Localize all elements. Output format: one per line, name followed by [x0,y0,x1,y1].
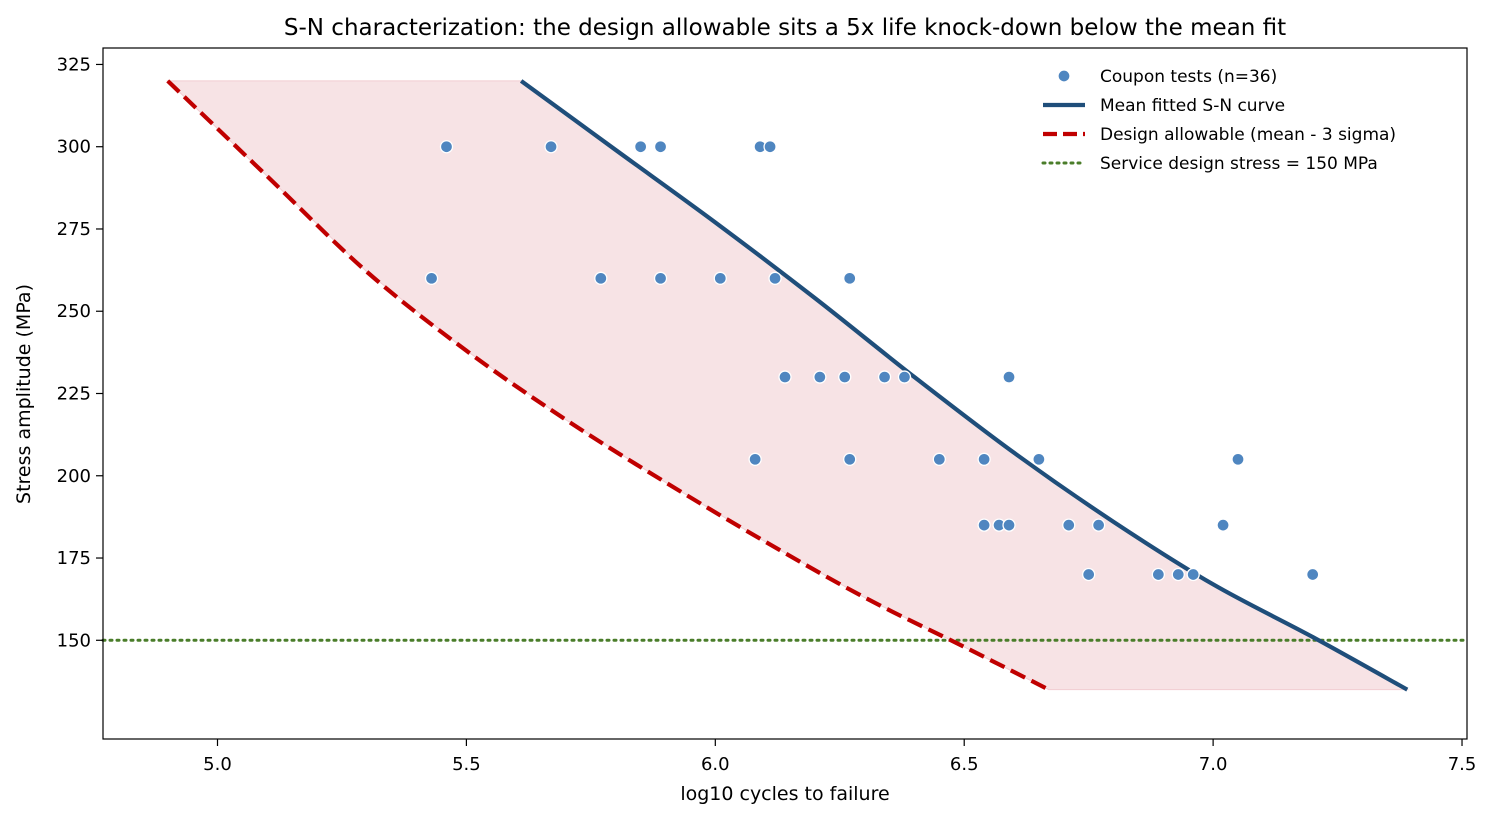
y-tick-label: 175 [57,548,91,569]
x-tick-label: 6.5 [950,754,979,775]
coupon-test-point [813,370,827,384]
coupon-test-point [1002,370,1016,384]
coupon-test-point [439,140,454,154]
coupon-test-point [838,370,852,384]
x-tick-label: 7.0 [1199,754,1228,775]
coupon-test-point [1306,567,1320,582]
y-tick-label: 275 [57,219,91,240]
design-allowable-curve [166,79,1050,692]
legend-label: Design allowable (mean - 3 sigma) [1100,125,1396,145]
y-tick-label: 300 [57,137,91,158]
coupon-test-point [1216,518,1230,532]
coupon-test-point [1171,567,1185,582]
legend-label: Coupon tests (n=36) [1100,67,1277,87]
coupon-test-point [653,271,668,285]
coupon-test-point [1151,567,1166,582]
coupon-test-point [1091,518,1106,532]
x-axis: 5.0 5.5 6.0 6.5 7.0 7.5 [203,739,1476,775]
y-tick-label: 225 [57,384,91,405]
y-tick-label: 200 [57,466,91,487]
coupon-test-point [897,370,912,384]
coupon-test-point [768,271,782,285]
coupon-test-point [594,271,608,285]
coupon-test-point [1062,518,1076,532]
y-tick-label: 250 [57,301,91,322]
coupon-test-point [1002,518,1016,532]
coupon-test-point [544,140,558,154]
coupon-test-point [713,271,727,285]
coupon-test-point [877,370,892,384]
chart-title: S-N characterization: the design allowab… [284,15,1286,41]
coupon-test-point [1082,567,1096,582]
coupon-test-point [932,452,946,466]
coupon-test-point [1231,452,1245,466]
coupon-test-point [778,370,792,384]
legend-label: Mean fitted S-N curve [1100,96,1285,116]
x-tick-label: 7.5 [1448,754,1477,775]
x-tick-label: 5.5 [452,754,481,775]
y-axis-label: Stress amplitude (MPa) [13,284,35,504]
y-axis: 150 175 200 225 250 275 300 325 [57,54,103,651]
coupon-test-point [843,271,857,285]
coupon-test-point [977,518,991,532]
coupon-test-point [653,140,668,154]
coupon-test-point [424,271,439,285]
legend: Coupon tests (n=36) Mean fitted S-N curve… [1041,67,1396,174]
coupon-test-point [977,452,991,466]
legend-label: Service design stress = 150 MPa [1100,154,1378,174]
coupon-test-point [748,452,762,466]
x-tick-label: 5.0 [203,754,232,775]
coupon-test-point [1032,452,1046,466]
legend-marker-coupon-tests [1057,69,1071,83]
x-tick-label: 6.0 [701,754,730,775]
y-tick-label: 150 [57,630,91,651]
y-tick-label: 325 [57,54,91,75]
coupon-test-point [763,140,777,154]
plot-area [101,79,1469,692]
x-axis-label: log10 cycles to failure [680,783,889,805]
coupon-test-point [633,140,648,154]
coupon-test-point [843,452,857,466]
mean-fit-curve [519,79,1409,692]
coupon-test-point [1186,567,1200,582]
